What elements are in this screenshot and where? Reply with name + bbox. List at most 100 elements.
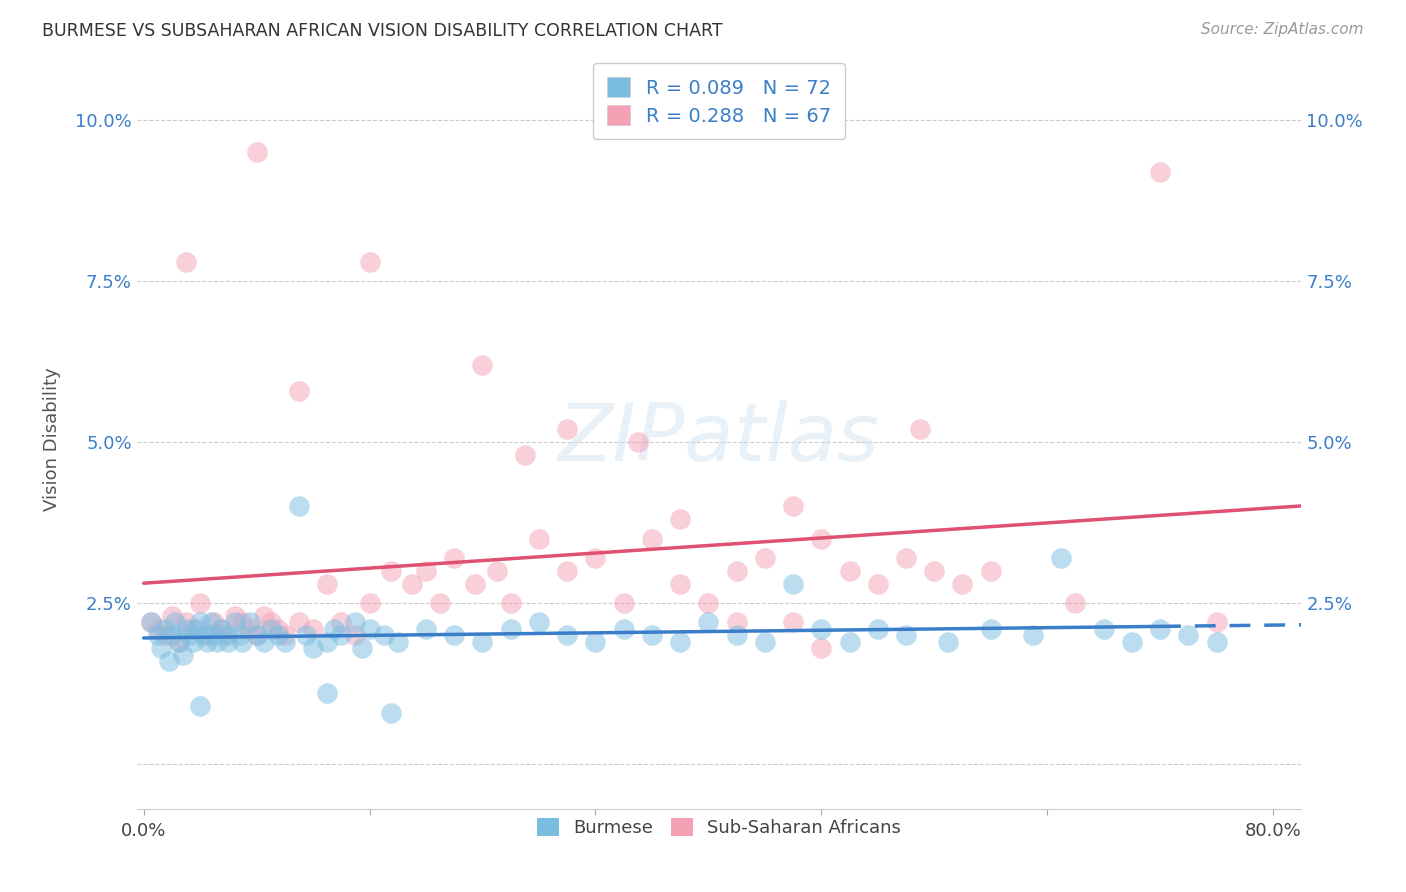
- Point: [810, 641, 832, 656]
- Point: [373, 628, 395, 642]
- Point: [195, 628, 218, 642]
- Point: [641, 532, 664, 546]
- Point: [1205, 634, 1227, 648]
- Point: [697, 615, 720, 630]
- Point: [231, 634, 253, 648]
- Point: [1092, 622, 1115, 636]
- Point: [908, 422, 931, 436]
- Point: [181, 634, 204, 648]
- Point: [267, 628, 290, 642]
- Point: [214, 628, 236, 642]
- Point: [217, 634, 239, 648]
- Point: [754, 634, 776, 648]
- Y-axis label: Vision Disability: Vision Disability: [44, 367, 60, 511]
- Point: [415, 622, 437, 636]
- Point: [146, 622, 169, 636]
- Point: [179, 628, 201, 642]
- Point: [782, 500, 804, 514]
- Point: [288, 500, 311, 514]
- Point: [246, 628, 269, 642]
- Point: [922, 564, 945, 578]
- Point: [139, 615, 162, 630]
- Point: [188, 596, 211, 610]
- Point: [316, 634, 339, 648]
- Point: [139, 615, 162, 630]
- Point: [583, 634, 606, 648]
- Point: [172, 648, 194, 662]
- Point: [866, 576, 889, 591]
- Point: [246, 628, 269, 642]
- Point: [200, 615, 222, 630]
- Point: [527, 532, 550, 546]
- Point: [1177, 628, 1199, 642]
- Point: [238, 615, 260, 630]
- Point: [810, 532, 832, 546]
- Point: [513, 448, 536, 462]
- Point: [288, 615, 311, 630]
- Point: [330, 628, 353, 642]
- Point: [274, 628, 297, 642]
- Point: [1149, 164, 1171, 178]
- Text: Source: ZipAtlas.com: Source: ZipAtlas.com: [1201, 22, 1364, 37]
- Point: [267, 622, 290, 636]
- Point: [725, 628, 748, 642]
- Point: [429, 596, 451, 610]
- Point: [174, 622, 197, 636]
- Point: [499, 596, 522, 610]
- Point: [302, 641, 325, 656]
- Point: [499, 622, 522, 636]
- Point: [725, 615, 748, 630]
- Point: [952, 576, 974, 591]
- Point: [627, 435, 650, 450]
- Point: [359, 596, 381, 610]
- Point: [555, 422, 578, 436]
- Point: [485, 564, 508, 578]
- Point: [782, 576, 804, 591]
- Point: [782, 615, 804, 630]
- Point: [153, 622, 176, 636]
- Point: [464, 576, 486, 591]
- Point: [188, 699, 211, 714]
- Point: [669, 634, 692, 648]
- Point: [224, 615, 246, 630]
- Point: [253, 609, 276, 624]
- Point: [613, 596, 636, 610]
- Point: [443, 628, 465, 642]
- Point: [1064, 596, 1087, 610]
- Point: [725, 564, 748, 578]
- Point: [260, 615, 283, 630]
- Point: [238, 622, 260, 636]
- Point: [555, 564, 578, 578]
- Text: BURMESE VS SUBSAHARAN AFRICAN VISION DISABILITY CORRELATION CHART: BURMESE VS SUBSAHARAN AFRICAN VISION DIS…: [42, 22, 723, 40]
- Point: [231, 615, 253, 630]
- Point: [1149, 622, 1171, 636]
- Point: [359, 254, 381, 268]
- Point: [1205, 615, 1227, 630]
- Point: [344, 628, 367, 642]
- Point: [202, 615, 225, 630]
- Point: [202, 628, 225, 642]
- Point: [838, 564, 860, 578]
- Point: [209, 622, 232, 636]
- Point: [174, 615, 197, 630]
- Point: [838, 634, 860, 648]
- Point: [316, 576, 339, 591]
- Point: [359, 622, 381, 636]
- Point: [217, 628, 239, 642]
- Point: [980, 622, 1002, 636]
- Point: [205, 634, 228, 648]
- Legend: Burmese, Sub-Saharan Africans: Burmese, Sub-Saharan Africans: [530, 811, 908, 845]
- Point: [415, 564, 437, 578]
- Point: [149, 641, 172, 656]
- Point: [188, 615, 211, 630]
- Point: [894, 551, 917, 566]
- Point: [316, 686, 339, 700]
- Point: [471, 358, 494, 372]
- Point: [387, 634, 409, 648]
- Point: [191, 628, 214, 642]
- Point: [167, 634, 190, 648]
- Point: [246, 145, 269, 160]
- Point: [866, 622, 889, 636]
- Point: [380, 564, 402, 578]
- Point: [1121, 634, 1143, 648]
